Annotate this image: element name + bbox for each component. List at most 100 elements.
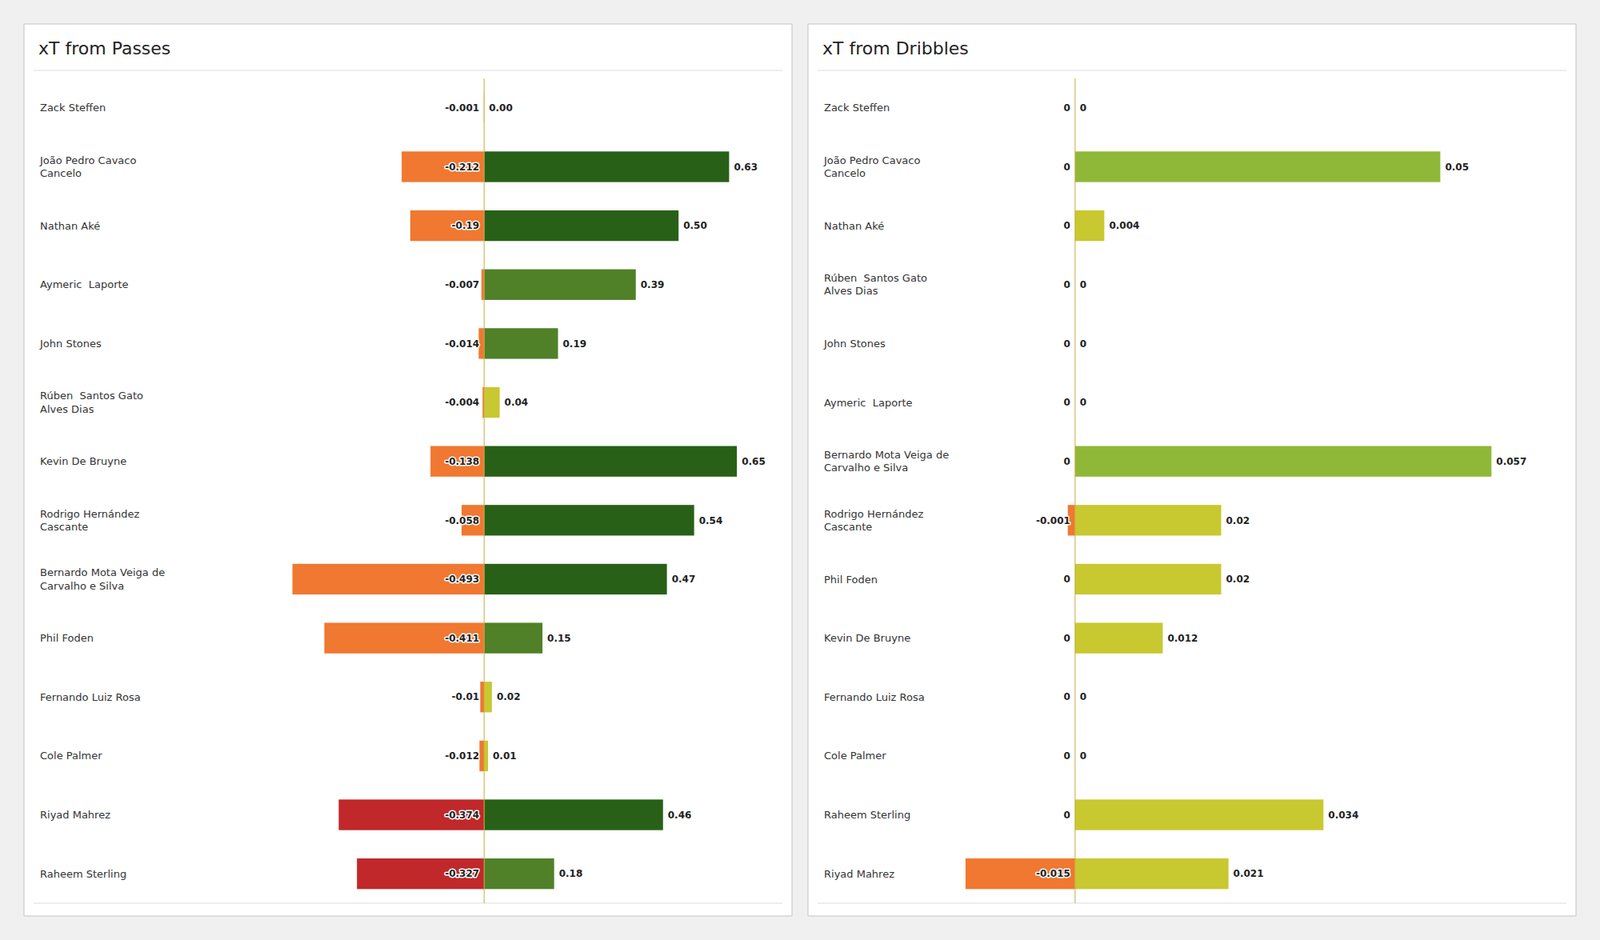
category-label-line: Alves Dias (40, 403, 95, 416)
category-label-line: Riyad Mahrez (824, 868, 895, 880)
data-label: 0.00 (488, 102, 513, 114)
category-label: Cole Palmer (824, 749, 887, 762)
data-label: -0.014 (444, 338, 480, 350)
data-label: 0.19 (563, 338, 588, 350)
title-separator (33, 70, 783, 72)
data-label: 0.057 (1496, 456, 1527, 468)
bar (484, 858, 554, 889)
data-label: -0.138 (444, 456, 480, 468)
data-label: 0 (1064, 102, 1071, 114)
data-label: -0.374 (444, 809, 480, 821)
data-label: -0.012 (444, 750, 480, 762)
category-label: Kevin De Bruyne (824, 632, 911, 644)
data-label: -0.001 (444, 102, 480, 114)
category-label: John Stones (823, 337, 886, 350)
data-label: 0 (1064, 396, 1071, 408)
category-label: Cole Palmer (40, 749, 103, 762)
category-label: Riyad Mahrez (824, 868, 895, 880)
category-label-line: Aymeric Laporte (40, 278, 129, 291)
category-label-line: Nathan Aké (40, 220, 100, 232)
category-label-line: Cole Palmer (824, 749, 887, 762)
category-label-line: Rúben Santos Gato (824, 272, 928, 284)
category-label-line: Zack Steffen (824, 101, 890, 114)
category-label: Raheem Sterling (40, 868, 127, 880)
bar (484, 504, 694, 536)
chart-page: xT from PassesZack SteffenJoão Pedro Cav… (0, 0, 1600, 940)
data-labels: -0.001-0.212-0.19-0.007-0.014-0.004-0.13… (444, 102, 766, 880)
category-label-line: Carvalho e Silva (40, 580, 124, 592)
data-label: -0.493 (444, 573, 480, 585)
category-label: Kevin De Bruyne (40, 455, 127, 468)
data-label: 0.46 (668, 809, 692, 821)
bar (1075, 799, 1324, 830)
bar (481, 269, 484, 300)
data-label: 0 (1064, 161, 1071, 173)
panel: xT from DribblesZack SteffenJoão Pedro C… (808, 24, 1576, 916)
data-label: 0 (1064, 691, 1071, 703)
bar (484, 387, 500, 418)
category-label: Fernando Luiz Rosa (824, 691, 925, 704)
data-label: 0 (1064, 220, 1071, 232)
bar (965, 858, 1076, 889)
category-label: João Pedro CavacoCancelo (823, 154, 920, 180)
bars (965, 151, 1492, 889)
bar (480, 681, 484, 712)
bar (1075, 504, 1222, 536)
data-label: 0.18 (559, 868, 584, 880)
data-label: -0.212 (444, 161, 480, 173)
bar (484, 564, 667, 595)
data-label: 0.65 (741, 456, 766, 468)
category-label-line: Cancelo (40, 167, 82, 180)
category-label-line: Alves Dias (824, 284, 879, 297)
panel: xT from PassesZack SteffenJoão Pedro Cav… (24, 24, 792, 916)
data-label: -0.327 (444, 868, 480, 880)
bar (479, 740, 484, 772)
category-label-line: Cancelo (824, 167, 866, 180)
data-label: 0 (1064, 750, 1071, 762)
category-label: Nathan Aké (40, 220, 100, 232)
x-axis-line (33, 903, 783, 904)
data-label: 0.02 (1225, 573, 1250, 585)
data-label: 0 (1064, 279, 1071, 291)
category-label: Phil Foden (824, 573, 878, 586)
category-label: João Pedro CavacoCancelo (39, 154, 136, 180)
category-label-line: Carvalho e Silva (824, 461, 908, 474)
category-label: Phil Foden (40, 632, 94, 644)
category-label-line: Kevin De Bruyne (40, 455, 127, 468)
data-label: 0.50 (683, 220, 708, 232)
data-label: -0.01 (452, 691, 480, 703)
bar (1075, 446, 1492, 477)
data-label: 0.004 (1108, 220, 1140, 232)
data-label: 0 (1064, 573, 1071, 585)
bars (292, 92, 738, 890)
data-labels: 0000000-0.00100000-0.01500.050.0040000.0… (1036, 102, 1527, 880)
category-label: Aymeric Laporte (824, 396, 913, 409)
data-label: -0.19 (452, 220, 480, 232)
category-label-line: Fernando Luiz Rosa (40, 691, 141, 704)
category-label-line: Fernando Luiz Rosa (824, 691, 925, 704)
category-label: Raheem Sterling (824, 808, 911, 821)
data-label: -0.001 (1036, 515, 1071, 527)
data-label: 0 (1080, 691, 1087, 703)
bar (1075, 210, 1105, 241)
category-label: Nathan Aké (824, 220, 884, 232)
category-label-line: Riyad Mahrez (40, 808, 111, 821)
category-label-line: Cascante (40, 520, 88, 533)
data-label: 0 (1064, 338, 1071, 350)
bar (484, 151, 729, 182)
bar (484, 446, 737, 477)
bar (338, 799, 484, 830)
title-separator (817, 70, 1567, 72)
data-label: 0 (1080, 338, 1087, 350)
category-label-line: Raheem Sterling (40, 868, 127, 880)
bar (478, 328, 484, 359)
data-label: 0.02 (1225, 515, 1250, 527)
category-label-line: John Stones (823, 337, 886, 350)
category-label: Aymeric Laporte (40, 278, 129, 291)
data-label: -0.004 (444, 396, 480, 408)
bar (484, 269, 636, 300)
category-label-line: Bernardo Mota Veiga de (40, 566, 165, 579)
bar (1075, 564, 1222, 595)
bar (484, 799, 664, 830)
category-label: Rúben Santos GatoAlves Dias (824, 272, 928, 297)
